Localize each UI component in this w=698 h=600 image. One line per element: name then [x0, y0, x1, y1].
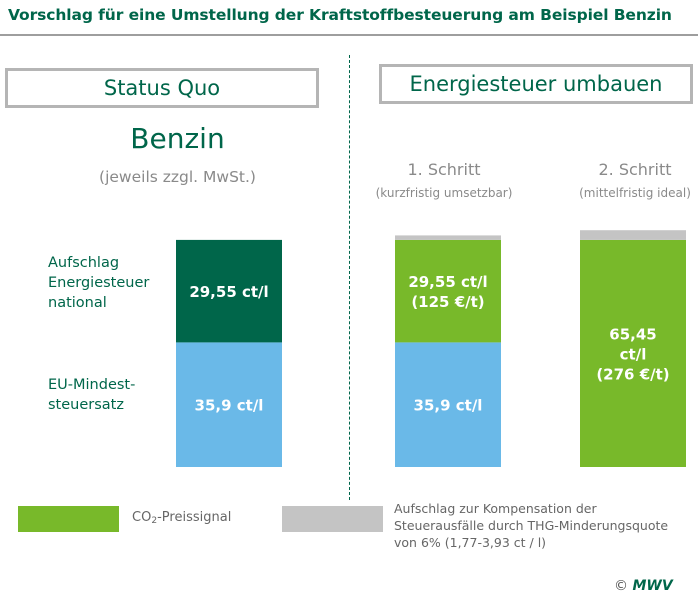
data-label-1-2: (125 €/t) [411, 293, 484, 311]
label-aufschlag-line: Aufschlag [48, 255, 120, 271]
bar-segment-0-1 [176, 239, 282, 343]
label-eu-line: steuersatz [48, 397, 124, 413]
legend-thg-line: Steuerausfälle durch THG-Minderungsquote [394, 518, 669, 533]
step-2-subtitle: (mittelfristig ideal) [579, 186, 691, 200]
legend-label-co2: CO2-Preissignal [132, 510, 231, 526]
fuel-title: Benzin [130, 122, 225, 155]
label-aufschlag: Aufschlag Energiesteuer national [48, 253, 149, 313]
bar-segment-1-3 [395, 235, 501, 240]
energiesteuer-header: Energiesteuer umbauen [379, 64, 693, 104]
chart-title: Vorschlag für eine Umstellung der Krafts… [8, 6, 672, 24]
data-label-0-0: 35,9 ct/l [195, 397, 264, 415]
bar-segment-1-0 [395, 342, 501, 467]
copyright: © MWV [614, 578, 673, 594]
copyright-symbol: © [614, 578, 628, 594]
legend-co2-suffix: -Preissignal [157, 510, 232, 525]
section-divider [349, 55, 350, 500]
legend-label-thg: Aufschlag zur Kompensation der Steueraus… [394, 500, 694, 551]
label-eu: EU-Mindest- steuersatz [48, 375, 135, 415]
label-aufschlag-line: Energiesteuer [48, 275, 150, 291]
brand-logo: MWV [632, 578, 673, 594]
legend-swatch-thg [282, 506, 383, 532]
legend-thg-line: Aufschlag zur Kompensation der [394, 501, 597, 516]
label-aufschlag-line: national [48, 295, 107, 311]
legend-co2-prefix: CO [132, 510, 152, 525]
bar-segment-2-3 [580, 230, 686, 240]
title-divider [0, 34, 698, 36]
data-label-2-2: 65,45 [609, 325, 656, 343]
legend-co2-sub: 2 [151, 515, 158, 526]
data-label-2-2: ct/l [620, 345, 647, 363]
bar-segment-0-0 [176, 342, 282, 467]
bar-segment-1-2 [395, 239, 501, 343]
bar-segment-2-2 [580, 239, 686, 467]
data-label-0-1: 29,55 ct/l [189, 283, 268, 301]
step-1-subtitle: (kurzfristig umsetzbar) [375, 186, 513, 200]
fuel-note: (jeweils zzgl. MwSt.) [99, 168, 256, 186]
label-eu-line: EU-Mindest- [48, 377, 136, 393]
step-1-title: 1. Schritt [407, 160, 481, 179]
status-quo-header: Status Quo [5, 68, 319, 108]
data-label-1-2: 29,55 ct/l [408, 273, 487, 291]
data-label-2-2: (276 €/t) [596, 365, 669, 383]
step-2-title: 2. Schritt [598, 160, 672, 179]
legend-thg-line: von 6% (1,77-3,93 ct / l) [394, 535, 547, 550]
legend-swatch-co2 [18, 506, 119, 532]
data-label-1-0: 35,9 ct/l [414, 397, 483, 415]
